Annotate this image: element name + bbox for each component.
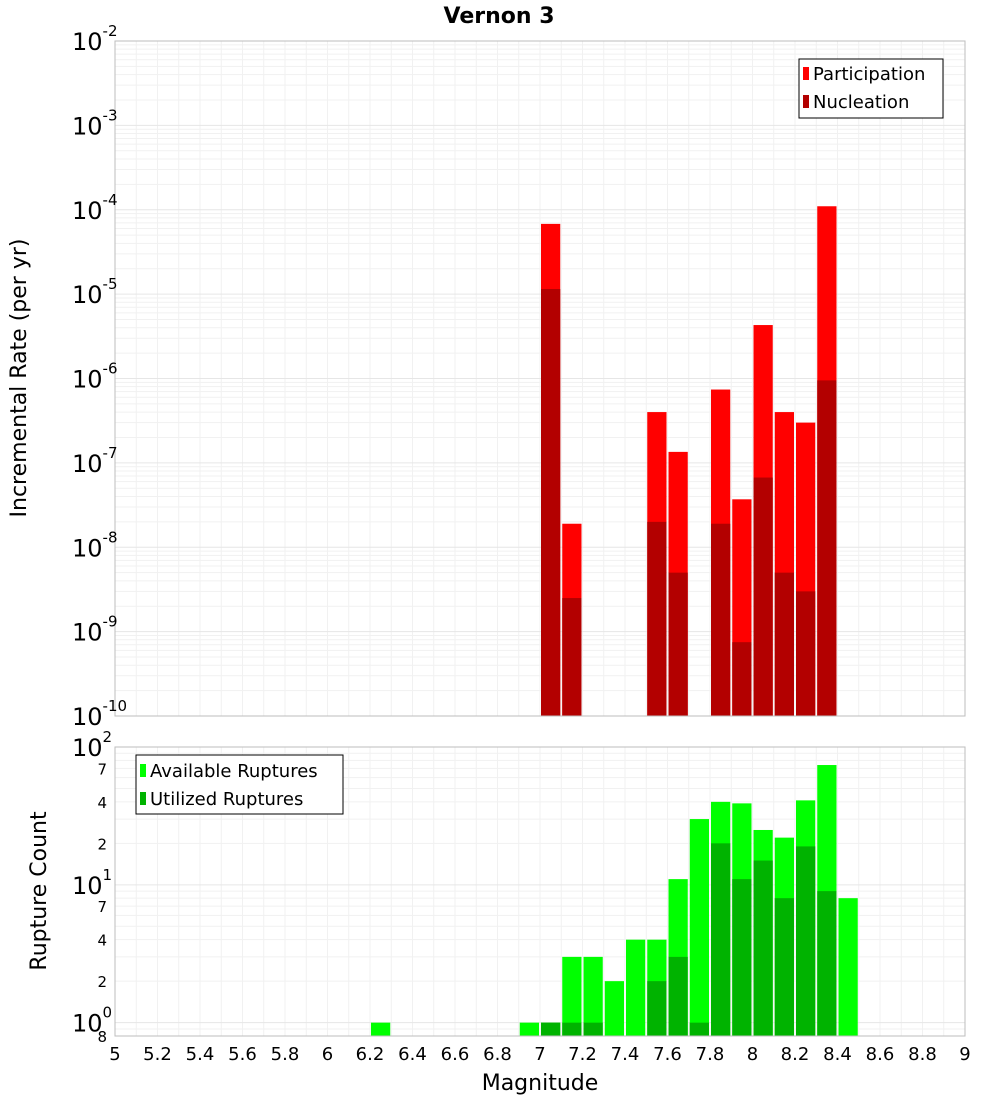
y-tick-label: 10-7 xyxy=(72,444,118,478)
available-ruptures-bar xyxy=(689,819,709,1036)
nucleation-bar xyxy=(774,572,794,716)
available-ruptures-legend-swatch xyxy=(140,764,146,777)
x-tick-label: 7.8 xyxy=(696,1044,725,1065)
available-ruptures-legend-label: Available Ruptures xyxy=(150,761,318,782)
y-tick-label: 102 xyxy=(72,728,112,762)
nucleation-legend-label: Nucleation xyxy=(813,92,909,113)
available-ruptures-bar xyxy=(371,1022,391,1036)
x-tick-label: 8.8 xyxy=(908,1044,937,1065)
y-minor-tick-label: 7 xyxy=(97,898,107,916)
y-tick-label: 10-8 xyxy=(72,528,118,562)
utilized-ruptures-legend-swatch xyxy=(140,792,146,805)
utilized-ruptures-bar xyxy=(796,846,816,1036)
y-minor-tick-label: 4 xyxy=(97,932,107,950)
utilized-ruptures-legend-label: Utilized Ruptures xyxy=(150,789,303,810)
y-tick-label: 10-5 xyxy=(72,275,118,309)
y-tick-label: 10-3 xyxy=(72,106,118,140)
x-tick-label: 7.6 xyxy=(653,1044,682,1065)
available-ruptures-bar xyxy=(562,956,582,1036)
x-tick-label: 7.4 xyxy=(611,1044,640,1065)
y-tick-label: 10-6 xyxy=(72,360,118,394)
x-tick-label: 5 xyxy=(109,1044,120,1065)
x-tick-label: 5.6 xyxy=(228,1044,257,1065)
x-tick-label: 6.8 xyxy=(483,1044,512,1065)
utilized-ruptures-bar xyxy=(817,891,837,1036)
utilized-ruptures-bar xyxy=(541,1022,561,1036)
available-ruptures-bar xyxy=(838,898,858,1036)
participation-legend-label: Participation xyxy=(813,64,925,85)
incremental-rate-legend: Participation Nucleation xyxy=(798,58,944,119)
available-ruptures-bar xyxy=(519,1022,539,1036)
y-minor-tick-label: 7 xyxy=(97,760,107,778)
nucleation-bar xyxy=(817,380,837,716)
x-tick-label: 6.2 xyxy=(356,1044,385,1065)
y-tick-label: 10-2 xyxy=(72,22,118,56)
rupture-count-legend: Available Ruptures Utilized Ruptures xyxy=(135,754,344,815)
incremental-rate-plot-frame xyxy=(114,40,966,717)
rupture-count-y-axis-label: Rupture Count xyxy=(27,811,52,971)
utilized-ruptures-bar xyxy=(711,843,731,1036)
x-tick-label: 5.8 xyxy=(271,1044,300,1065)
y-tick-label: 101 xyxy=(72,866,112,900)
x-tick-label: 6.6 xyxy=(441,1044,470,1065)
x-tick-label: 8.4 xyxy=(823,1044,852,1065)
x-tick-label: 7.2 xyxy=(568,1044,597,1065)
incremental-rate-y-axis-label: Incremental Rate (per yr) xyxy=(7,239,32,518)
nucleation-bar xyxy=(753,477,773,716)
nucleation-legend-swatch xyxy=(803,95,809,108)
participation-legend-swatch xyxy=(803,67,809,80)
y-tick-label: 100 xyxy=(72,1004,112,1038)
nucleation-bar xyxy=(541,289,561,716)
y-minor-tick-label: 8 xyxy=(97,1028,107,1046)
available-ruptures-bar xyxy=(604,981,624,1036)
utilized-ruptures-bar xyxy=(732,879,752,1036)
x-axis-tick-labels: 5 5.2 5.4 5.6 5.8 6 6.2 6.4 6.6 6.8 7 7.2 7.4 7.6 7.8 8… xyxy=(109,1044,970,1065)
legend-box xyxy=(135,754,344,815)
x-axis-label: Magnitude xyxy=(482,1071,599,1096)
utilized-ruptures-bar xyxy=(774,898,794,1036)
y-tick-label: 10-9 xyxy=(72,613,118,647)
rupture-count-panel: 102 101 100 7 4 2 7 4 2 8 Rupture Count Available… xyxy=(27,728,966,1046)
x-tick-label: 8 xyxy=(747,1044,758,1065)
utilized-ruptures-bar xyxy=(583,1022,603,1036)
utilized-ruptures-bar xyxy=(562,1022,582,1036)
x-tick-label: 9 xyxy=(959,1044,970,1065)
x-tick-label: 8.2 xyxy=(781,1044,810,1065)
incremental-rate-panel: 10-2 10-3 10-4 10-5 10-6 10-7 10-8 10-9 10-10 In… xyxy=(7,22,966,731)
available-ruptures-bar xyxy=(583,956,603,1036)
nucleation-bar xyxy=(732,642,752,716)
utilized-ruptures-bar xyxy=(647,981,667,1036)
y-tick-label: 10-4 xyxy=(72,191,118,225)
utilized-ruptures-bar xyxy=(668,956,688,1036)
utilized-ruptures-bar xyxy=(689,1022,709,1036)
utilized-ruptures-bar xyxy=(753,860,773,1036)
x-tick-label: 6.4 xyxy=(398,1044,427,1065)
available-ruptures-bar xyxy=(626,939,646,1036)
chart-title: Vernon 3 xyxy=(444,4,555,29)
nucleation-bar xyxy=(562,598,582,716)
x-tick-label: 5.4 xyxy=(186,1044,215,1065)
nucleation-bar xyxy=(711,523,731,716)
y-minor-tick-label: 2 xyxy=(97,973,107,991)
nucleation-bar xyxy=(647,521,667,716)
nucleation-bar xyxy=(796,591,816,716)
x-tick-label: 6 xyxy=(322,1044,333,1065)
x-tick-label: 5.2 xyxy=(143,1044,172,1065)
nucleation-bar xyxy=(668,572,688,716)
y-minor-tick-label: 2 xyxy=(97,835,107,853)
rupture-count-plot-frame xyxy=(114,746,966,1037)
x-tick-label: 8.6 xyxy=(866,1044,895,1065)
y-tick-label: 10-10 xyxy=(72,697,127,731)
y-minor-tick-label: 4 xyxy=(97,794,107,812)
x-tick-label: 7 xyxy=(534,1044,545,1065)
legend-box xyxy=(798,58,944,119)
